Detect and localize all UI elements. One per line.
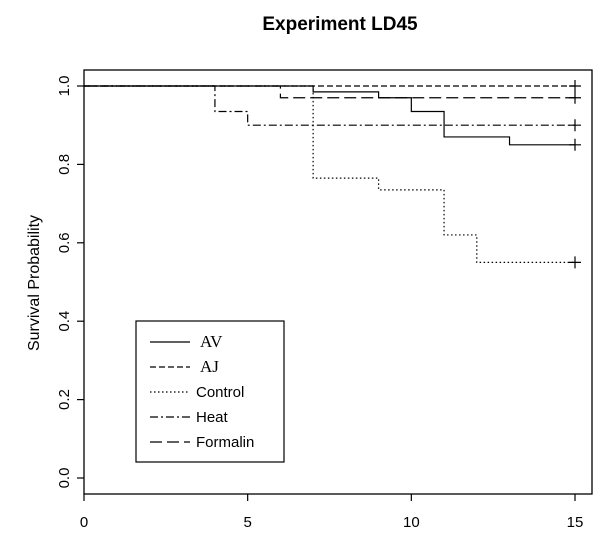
censor-mark [569,91,581,104]
x-tick-label: 15 [567,514,584,531]
axes: 0 5 10 15 0.0 0.2 0.4 0.6 0.8 1.0 [56,76,583,531]
legend-box [135,320,285,463]
y-tick-label: 0.6 [56,232,73,253]
plot-frame [83,69,593,495]
legend-label: Heat [196,409,229,426]
survival-curves [84,80,581,269]
y-tick-label: 1.0 [56,76,73,97]
chart-title: Experiment LD45 [262,14,418,35]
censor-mark [569,138,581,151]
legend-label: AJ [200,357,219,376]
x-tick-label: 0 [80,514,88,531]
y-tick-label: 0.0 [56,468,73,489]
censor-mark [569,256,581,269]
legend-label: AV [200,332,223,351]
x-tick-label: 5 [243,514,251,531]
series-line-av [84,85,575,146]
censor-mark [569,80,581,92]
legend: AV AJ Control Heat Formalin [135,320,285,463]
y-tick-label: 0.2 [56,389,73,410]
legend-label: Control [196,384,244,401]
series-line-control [84,85,575,263]
censor-mark [569,119,581,132]
y-axis-label: Survival Probability [26,215,43,351]
series-line-heat [84,85,575,126]
legend-label: Formalin [196,434,254,451]
x-tick-label: 10 [403,514,420,531]
y-tick-label: 0.4 [56,311,73,332]
y-tick-label: 0.8 [56,154,73,175]
